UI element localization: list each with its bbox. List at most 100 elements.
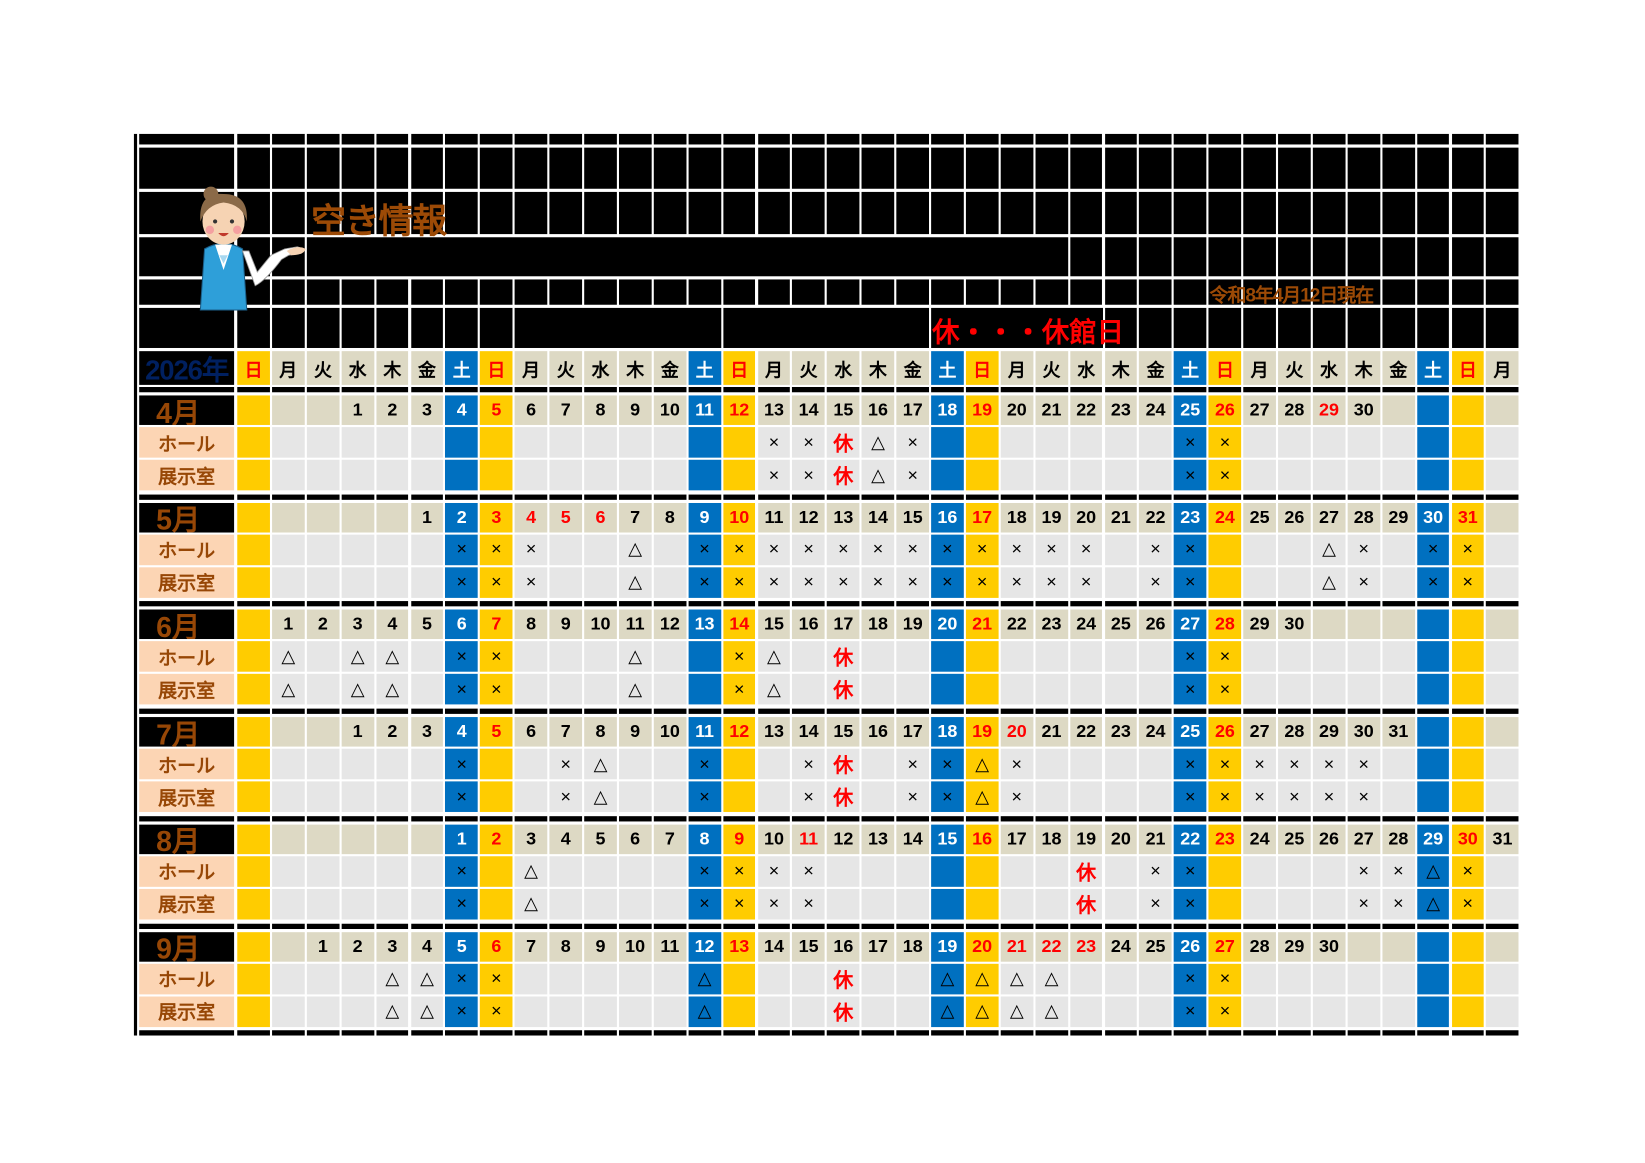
exhibit-availability-cell[interactable] [410,459,444,491]
exhibit-availability-cell[interactable]: × [1451,888,1485,920]
exhibit-availability-cell[interactable]: 休 [827,781,860,813]
exhibit-availability-cell[interactable]: × [688,781,721,813]
exhibit-availability-cell[interactable] [1035,674,1068,705]
exhibit-availability-cell[interactable]: × [445,888,478,920]
hall-availability-cell[interactable] [480,427,513,458]
hall-availability-cell[interactable] [861,641,895,673]
hall-availability-cell[interactable] [584,963,617,994]
hall-availability-cell[interactable]: × [722,856,756,887]
exhibit-availability-cell[interactable] [1312,995,1346,1027]
exhibit-availability-cell[interactable] [237,566,270,598]
exhibit-availability-cell[interactable] [410,674,444,705]
exhibit-availability-cell[interactable] [1069,995,1103,1027]
exhibit-availability-cell[interactable] [237,888,270,920]
hall-availability-cell[interactable] [965,856,999,887]
hall-availability-cell[interactable]: × [896,534,929,565]
exhibit-availability-cell[interactable] [1278,888,1311,920]
exhibit-availability-cell[interactable]: × [1173,459,1207,491]
exhibit-availability-cell[interactable] [965,459,999,491]
exhibit-availability-cell[interactable] [1312,888,1346,920]
exhibit-availability-cell[interactable]: × [1173,888,1207,920]
exhibit-availability-cell[interactable] [757,995,791,1027]
exhibit-availability-cell[interactable]: × [1208,995,1242,1027]
hall-availability-cell[interactable] [861,963,895,994]
exhibit-availability-cell[interactable]: × [1208,674,1242,705]
hall-availability-cell[interactable]: × [1451,856,1485,887]
hall-availability-cell[interactable] [1451,427,1485,458]
exhibit-availability-cell[interactable] [584,566,617,598]
hall-availability-cell[interactable]: × [1173,534,1207,565]
exhibit-availability-cell[interactable]: × [445,566,478,598]
hall-availability-cell[interactable] [410,856,444,887]
hall-availability-cell[interactable] [1104,427,1138,458]
exhibit-availability-cell[interactable] [1069,674,1103,705]
exhibit-availability-cell[interactable]: △ [1416,888,1450,920]
exhibit-availability-cell[interactable]: × [757,888,791,920]
exhibit-availability-cell[interactable] [1416,781,1450,813]
exhibit-availability-cell[interactable]: × [514,566,548,598]
hall-availability-cell[interactable] [376,748,409,780]
exhibit-availability-cell[interactable] [584,995,617,1027]
exhibit-availability-cell[interactable] [237,459,270,491]
hall-availability-cell[interactable] [1104,534,1138,565]
hall-availability-cell[interactable]: × [1312,748,1346,780]
exhibit-availability-cell[interactable]: × [1139,888,1172,920]
exhibit-availability-cell[interactable]: × [931,781,964,813]
exhibit-availability-cell[interactable]: △ [618,674,652,705]
hall-availability-cell[interactable]: × [1173,963,1207,994]
exhibit-availability-cell[interactable]: △ [376,995,409,1027]
hall-availability-cell[interactable] [1416,963,1450,994]
exhibit-availability-cell[interactable]: 休 [1069,888,1103,920]
exhibit-availability-cell[interactable]: × [1347,566,1381,598]
exhibit-availability-cell[interactable]: × [1000,781,1034,813]
exhibit-availability-cell[interactable] [1312,674,1346,705]
hall-availability-cell[interactable]: × [1208,641,1242,673]
exhibit-availability-cell[interactable] [1104,566,1138,598]
exhibit-availability-cell[interactable]: × [965,566,999,598]
hall-availability-cell[interactable] [1243,963,1276,994]
hall-availability-cell[interactable]: × [445,534,478,565]
hall-availability-cell[interactable] [1035,641,1068,673]
hall-availability-cell[interactable] [1312,963,1346,994]
exhibit-availability-cell[interactable] [306,995,340,1027]
exhibit-availability-cell[interactable] [1104,459,1138,491]
exhibit-availability-cell[interactable] [792,995,825,1027]
exhibit-availability-cell[interactable] [688,459,721,491]
hall-availability-cell[interactable] [549,427,583,458]
exhibit-availability-cell[interactable] [1000,888,1034,920]
exhibit-availability-cell[interactable]: × [1347,888,1381,920]
hall-availability-cell[interactable] [931,856,964,887]
exhibit-availability-cell[interactable] [861,888,895,920]
exhibit-availability-cell[interactable] [376,459,409,491]
exhibit-availability-cell[interactable] [931,888,964,920]
exhibit-availability-cell[interactable]: × [1139,566,1172,598]
hall-availability-cell[interactable] [514,963,548,994]
exhibit-availability-cell[interactable]: △ [410,995,444,1027]
exhibit-availability-cell[interactable] [1139,781,1172,813]
hall-availability-cell[interactable] [688,427,721,458]
hall-availability-cell[interactable] [549,963,583,994]
exhibit-availability-cell[interactable]: × [1278,781,1311,813]
exhibit-availability-cell[interactable] [1069,781,1103,813]
hall-availability-cell[interactable]: × [931,748,964,780]
hall-availability-cell[interactable] [1312,427,1346,458]
exhibit-availability-cell[interactable] [341,566,374,598]
hall-availability-cell[interactable] [1243,641,1276,673]
exhibit-availability-cell[interactable] [1486,888,1519,920]
exhibit-availability-cell[interactable] [549,566,583,598]
exhibit-availability-cell[interactable] [1451,995,1485,1027]
exhibit-availability-cell[interactable] [514,674,548,705]
hall-availability-cell[interactable]: × [1416,534,1450,565]
exhibit-availability-cell[interactable] [584,888,617,920]
exhibit-availability-cell[interactable]: △ [1000,995,1034,1027]
hall-availability-cell[interactable] [618,963,652,994]
exhibit-availability-cell[interactable]: △ [341,674,374,705]
exhibit-availability-cell[interactable] [757,781,791,813]
hall-availability-cell[interactable] [1278,856,1311,887]
hall-availability-cell[interactable] [341,963,374,994]
exhibit-availability-cell[interactable]: × [722,888,756,920]
exhibit-availability-cell[interactable] [1139,995,1172,1027]
hall-availability-cell[interactable] [1347,427,1381,458]
hall-availability-cell[interactable] [1243,427,1276,458]
hall-availability-cell[interactable] [584,856,617,887]
